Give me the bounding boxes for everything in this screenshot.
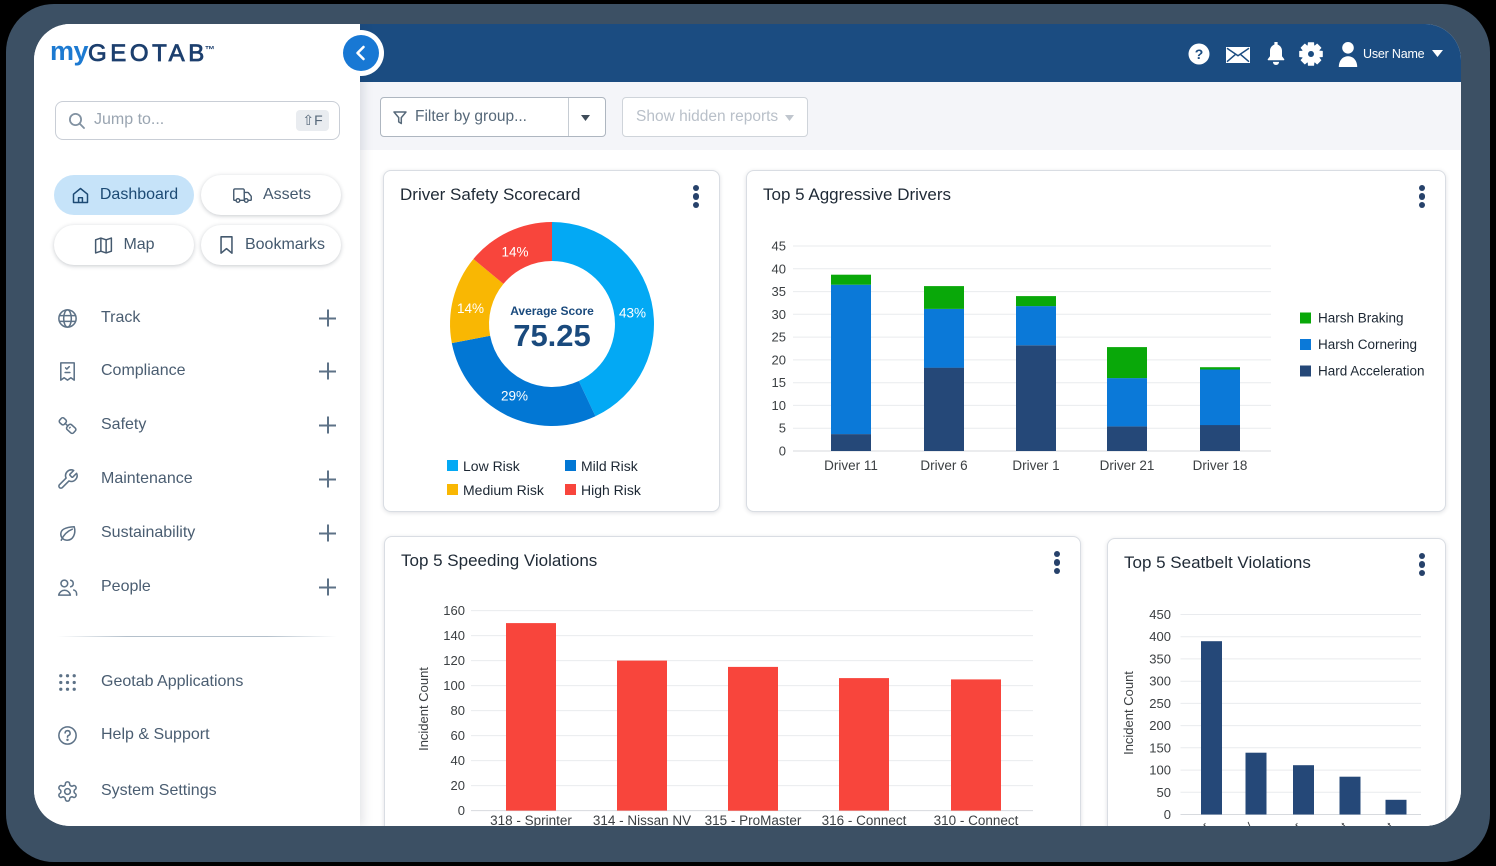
svg-text:Harsh Cornering: Harsh Cornering <box>1318 337 1417 352</box>
svg-text:29%: 29% <box>501 389 528 404</box>
svg-text:160: 160 <box>443 603 465 618</box>
svg-text:316 - Connect: 316 - Connect <box>1293 821 1350 826</box>
svg-text:10: 10 <box>772 398 786 413</box>
svg-text:316 - Connect: 316 - Connect <box>822 813 907 826</box>
svg-text:20: 20 <box>451 778 465 793</box>
svg-text:140: 140 <box>443 628 465 643</box>
svg-text:100: 100 <box>1149 763 1171 778</box>
svg-text:Driver 1: Driver 1 <box>1012 458 1059 473</box>
svg-text:200: 200 <box>1149 718 1171 733</box>
svg-text:43%: 43% <box>619 306 646 321</box>
svg-text:75.25: 75.25 <box>513 318 591 353</box>
svg-text:35: 35 <box>772 284 786 299</box>
svg-text:15: 15 <box>772 375 786 390</box>
svg-text:45: 45 <box>772 239 786 254</box>
svg-text:0: 0 <box>1164 807 1171 822</box>
svg-text:Incident Count: Incident Count <box>416 667 431 751</box>
svg-text:310 - Connect: 310 - Connect <box>934 813 1019 826</box>
svg-text:?: ? <box>1195 46 1204 62</box>
svg-text:100: 100 <box>443 678 465 693</box>
svg-text:20: 20 <box>772 352 786 367</box>
svg-text:80: 80 <box>451 703 465 718</box>
svg-text:50: 50 <box>1157 785 1171 800</box>
svg-text:Driver 6: Driver 6 <box>920 458 967 473</box>
svg-text:150: 150 <box>1149 740 1171 755</box>
svg-text:30: 30 <box>772 307 786 322</box>
svg-text:250: 250 <box>1149 696 1171 711</box>
svg-text:450: 450 <box>1149 607 1171 622</box>
svg-text:318 - Sprinter: 318 - Sprinter <box>490 813 572 826</box>
svg-text:Driver 11: Driver 11 <box>824 458 878 473</box>
svg-text:14%: 14% <box>457 301 484 316</box>
svg-text:315 - ProMaster: 315 - ProMaster <box>705 813 802 826</box>
svg-text:Driver 21: Driver 21 <box>1100 458 1155 473</box>
svg-text:0: 0 <box>779 444 786 459</box>
svg-text:Average Score: Average Score <box>510 304 594 318</box>
svg-text:Driver 18: Driver 18 <box>1193 458 1248 473</box>
svg-text:40: 40 <box>772 261 786 276</box>
svg-text:60: 60 <box>451 728 465 743</box>
svg-text:0: 0 <box>458 803 465 818</box>
svg-text:Incident Count: Incident Count <box>1121 671 1136 755</box>
svg-text:400: 400 <box>1149 629 1171 644</box>
svg-text:5: 5 <box>779 421 786 436</box>
svg-text:314 - Nissan NV: 314 - Nissan NV <box>593 813 691 826</box>
svg-text:300: 300 <box>1149 674 1171 689</box>
svg-text:350: 350 <box>1149 651 1171 666</box>
svg-text:25: 25 <box>772 330 786 345</box>
svg-text:120: 120 <box>443 653 465 668</box>
svg-text:Hard Acceleration: Hard Acceleration <box>1318 364 1425 379</box>
svg-text:14%: 14% <box>501 245 528 260</box>
svg-text:310 - Connect: 310 - Connect <box>1339 821 1396 826</box>
svg-text:Harsh Braking: Harsh Braking <box>1318 311 1404 326</box>
svg-text:40: 40 <box>451 753 465 768</box>
